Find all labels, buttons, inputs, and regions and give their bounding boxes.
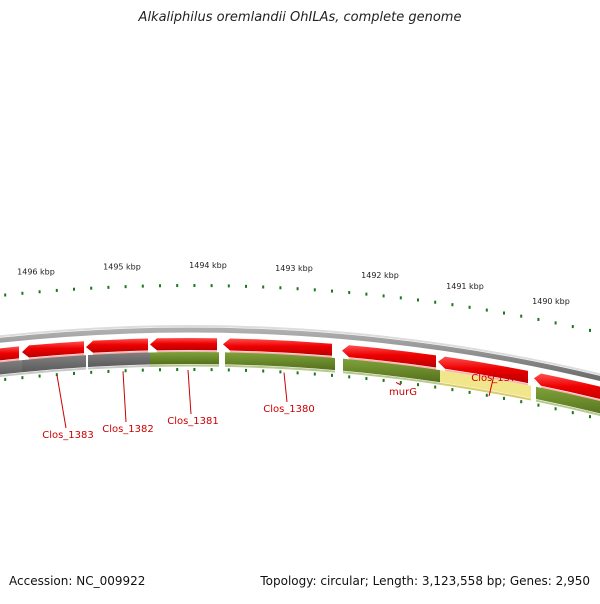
accession-label: Accession: NC_009922	[9, 574, 145, 588]
map-title: Alkaliphilus oremlandii OhILAs, complete…	[0, 10, 600, 25]
gene-label-text[interactable]: Clos_1380	[263, 404, 315, 415]
gene-label-text[interactable]: murG	[389, 387, 417, 398]
forward-gene-arrow[interactable]	[0, 346, 19, 361]
gene-label-clos-1381[interactable]: Clos_1381	[167, 370, 219, 427]
tick-label-1495kbp: 1495 kbp	[103, 262, 141, 271]
reverse-gene-band[interactable]	[150, 352, 219, 364]
tick-label-1493kbp: 1493 kbp	[275, 264, 313, 273]
reverse-gene-band-highlight	[0, 374, 22, 378]
tick-label-1496kbp: 1496 kbp	[17, 268, 55, 277]
forward-gene-arrow[interactable]	[86, 339, 148, 353]
gene-label-text[interactable]: Clos_1381	[167, 416, 219, 427]
forward-strand-genes	[0, 338, 600, 404]
reverse-gene-band[interactable]	[88, 352, 150, 367]
tick-label-1491kbp: 1491 kbp	[446, 282, 484, 291]
gene-label-clos-1380[interactable]: Clos_1380	[263, 373, 315, 415]
gene-label-text[interactable]: Clos_1378	[471, 373, 523, 384]
scale-tick-labels: 1496 kbp 1495 kbp 1494 kbp 1493 kbp 1492…	[17, 261, 570, 306]
forward-gene-arrow[interactable]	[150, 338, 217, 350]
tick-label-1494kbp: 1494 kbp	[189, 261, 227, 270]
gene-label-murg[interactable]: murG	[389, 382, 417, 398]
gene-label-text[interactable]: Clos_1383	[42, 430, 94, 441]
gene-label-clos-1383[interactable]: Clos_1383	[42, 375, 94, 441]
tick-label-1490kbp: 1490 kbp	[532, 297, 570, 306]
tick-label-1492kbp: 1492 kbp	[361, 271, 399, 280]
gene-label-text[interactable]: Clos_1382	[102, 424, 154, 435]
genome-summary-label: Topology: circular; Length: 3,123,558 bp…	[260, 574, 590, 588]
gene-label-clos-1382[interactable]: Clos_1382	[102, 371, 154, 435]
